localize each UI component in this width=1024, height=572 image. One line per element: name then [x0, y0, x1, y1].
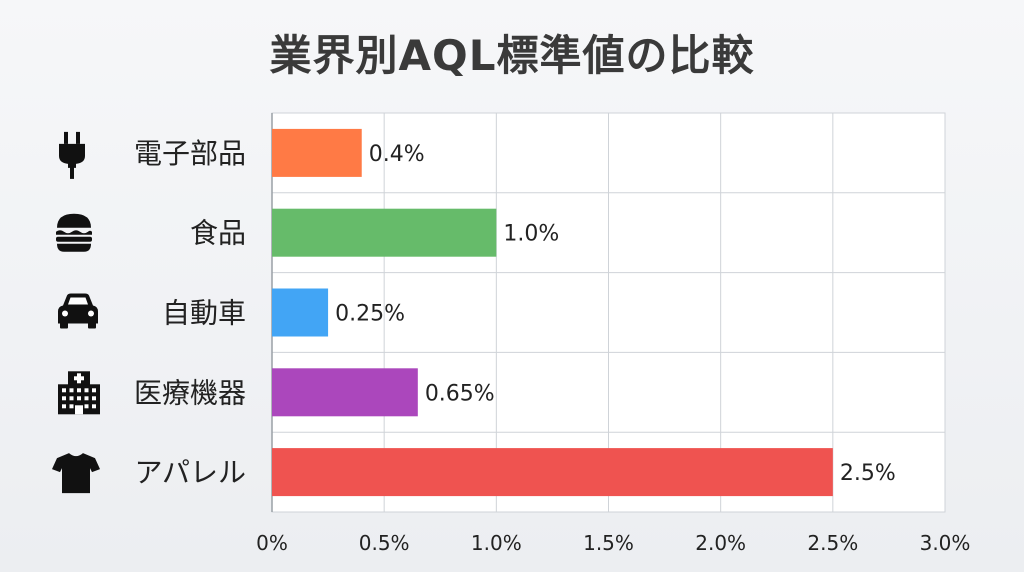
bar-value-label: 0.65%	[425, 381, 495, 406]
bar	[272, 288, 329, 337]
x-tick-label: 2.5%	[807, 531, 858, 555]
category-label: 医療機器	[134, 376, 246, 409]
x-tick-label: 1.0%	[471, 531, 522, 555]
category-label: 電子部品	[134, 137, 246, 170]
bar-value-label: 2.5%	[840, 461, 896, 486]
car-icon	[58, 293, 98, 329]
x-tick-label: 1.5%	[583, 531, 634, 555]
plug-icon	[59, 131, 85, 179]
bar	[272, 368, 418, 417]
bar	[272, 128, 362, 177]
x-tick-label: 2.0%	[695, 531, 746, 555]
bar-value-label: 0.25%	[335, 302, 405, 327]
category-label: 食品	[190, 217, 246, 250]
x-tick-label: 0.5%	[359, 531, 410, 555]
bars	[272, 128, 833, 497]
bar-value-label: 0.4%	[369, 142, 425, 167]
burger-icon	[56, 213, 92, 252]
bar-value-label: 1.0%	[503, 222, 559, 247]
bar	[272, 448, 833, 497]
x-tick-labels: 0% 0.5% 1.0% 1.5% 2.0% 2.5% 3.0%	[256, 531, 970, 555]
bar	[272, 208, 497, 257]
value-labels: 0.4% 1.0% 0.25% 0.65% 2.5%	[335, 142, 896, 486]
category-label: 自動車	[162, 297, 246, 330]
grid-lines	[271, 112, 946, 513]
hospital-icon	[58, 371, 100, 415]
category-label: アパレル	[135, 456, 246, 489]
category-icons	[52, 131, 100, 494]
tshirt-icon	[52, 453, 100, 494]
x-tick-label: 3.0%	[920, 531, 971, 555]
x-tick-label: 0%	[256, 531, 288, 555]
chart-title: 業界別AQL標準値の比較	[269, 31, 755, 80]
